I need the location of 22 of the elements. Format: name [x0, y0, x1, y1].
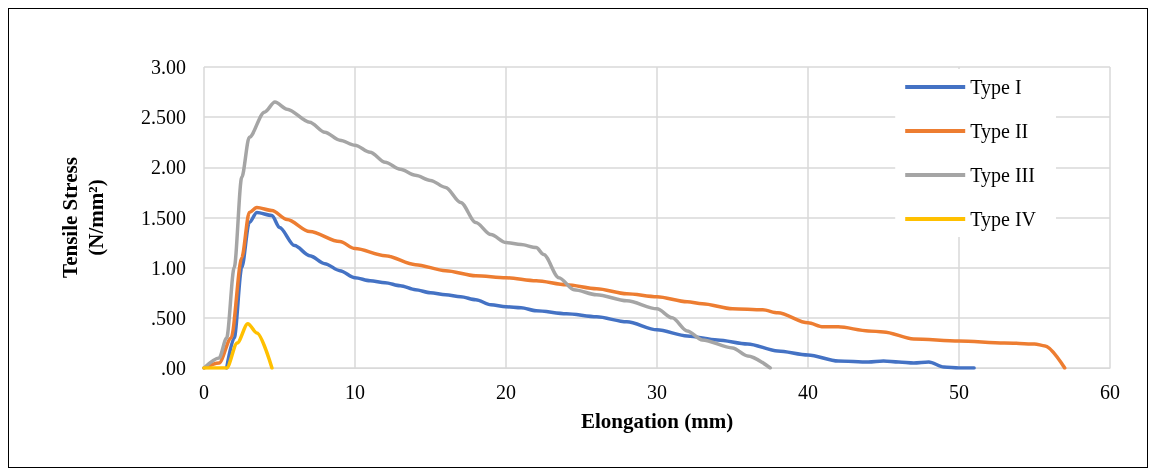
line-series — [202, 100, 772, 370]
y-tick-label: .00 — [161, 357, 186, 379]
x-tick-label: 60 — [1100, 381, 1120, 403]
legend-label: Type IV — [970, 208, 1037, 231]
x-tick-label: 30 — [647, 381, 667, 403]
x-axis-title: Elongation (mm) — [580, 408, 734, 433]
y-tick-label: 3.00 — [151, 56, 186, 78]
y-tick-label: 2.00 — [151, 156, 186, 179]
legend-label: Type III — [970, 164, 1035, 187]
y-tick-label: 2.500 — [141, 106, 186, 129]
x-tick-label: 20 — [496, 381, 516, 403]
x-tick-label: 0 — [199, 381, 209, 403]
y-tick-label: 1.500 — [141, 206, 186, 229]
y-axis-title: Tensile Stress (N/mm²) — [58, 157, 108, 278]
line-series — [202, 322, 274, 370]
y-tick-label: 1.00 — [151, 256, 186, 279]
x-tick-label: 50 — [949, 381, 969, 403]
legend-label: Type I — [970, 76, 1022, 99]
legend-label: Type II — [970, 120, 1029, 143]
x-tick-label: 40 — [798, 381, 818, 403]
x-tick-label: 10 — [345, 381, 365, 403]
y-tick-label: .500 — [151, 306, 186, 329]
